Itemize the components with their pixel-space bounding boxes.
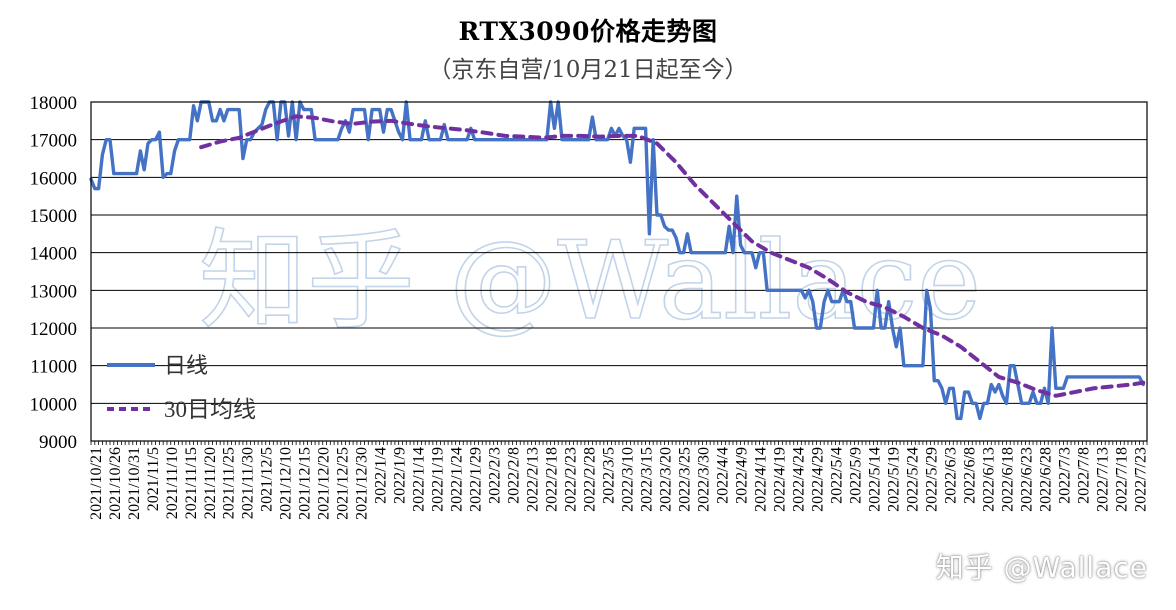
x-tick-label: 2021/12/15 — [297, 447, 314, 520]
y-tick-label: 15000 — [30, 206, 78, 227]
x-tick-label: 2021/11/25 — [221, 447, 238, 519]
y-tick-label: 11000 — [30, 357, 77, 378]
y-tick-label: 14000 — [30, 244, 78, 265]
x-tick-label: 2022/2/13 — [525, 447, 542, 512]
x-tick-label: 2022/1/19 — [430, 447, 447, 512]
x-tick-label: 2021/10/21 — [88, 447, 105, 520]
x-tick-label: 2022/7/13 — [1094, 447, 1111, 512]
x-tick-label: 2021/12/20 — [316, 447, 333, 520]
x-tick-label: 2022/7/18 — [1113, 447, 1130, 512]
x-tick-label: 2022/5/4 — [829, 447, 846, 504]
x-tick-label: 2021/11/10 — [164, 447, 181, 519]
x-tick-label: 2022/7/8 — [1075, 447, 1092, 504]
x-tick-label: 2022/5/24 — [904, 447, 921, 512]
x-tick-label: 2022/3/20 — [658, 447, 675, 512]
x-tick-label: 2022/2/23 — [563, 447, 580, 512]
x-tick-label: 2022/1/9 — [392, 447, 409, 504]
x-tick-label: 2022/6/3 — [942, 447, 959, 504]
legend: 日线 30日均线 — [107, 354, 256, 422]
y-tick-label: 9000 — [39, 432, 77, 453]
x-tick-label: 2022/6/23 — [1018, 447, 1035, 512]
x-tick-label: 2021/11/30 — [240, 447, 257, 519]
series-line-daily — [89, 100, 1145, 421]
x-tick-label: 2022/6/28 — [1037, 447, 1054, 512]
x-tick-label: 2022/5/29 — [923, 447, 940, 512]
x-tick-label: 2022/5/9 — [848, 447, 865, 504]
x-tick-label: 2022/4/4 — [715, 447, 732, 504]
x-tick-label: 2022/3/30 — [696, 447, 713, 512]
x-tick-label: 2021/12/10 — [278, 447, 295, 520]
x-tick-label: 2022/4/24 — [791, 447, 808, 512]
y-tick-label: 17000 — [30, 131, 78, 152]
x-tick-label: 2022/6/13 — [980, 447, 997, 512]
gridlines — [91, 101, 1147, 442]
y-tick-label: 13000 — [30, 281, 78, 302]
x-tick-label: 2022/2/3 — [487, 447, 504, 504]
y-tick-label: 12000 — [30, 319, 78, 340]
x-tick-label: 2022/1/29 — [468, 447, 485, 512]
y-tick-label: 18000 — [30, 93, 78, 114]
x-tick-label: 2021/12/30 — [354, 447, 371, 520]
x-tick-label: 2022/3/10 — [620, 447, 637, 512]
x-axis: 2021/10/21 2021/10/26 2021/10/31 2021/11/5 2… — [88, 441, 1149, 520]
x-tick-label: 2022/5/19 — [885, 447, 902, 512]
x-tick-label: 2021/10/26 — [107, 447, 124, 520]
x-tick-label: 2022/3/25 — [677, 447, 694, 512]
legend-label-daily: 日线 — [164, 354, 208, 379]
y-tick-label: 16000 — [30, 168, 78, 189]
y-axis: 9000 10000 11000 12000 13000 14000 15000 16000 1… — [30, 93, 78, 453]
credit-watermark: 知乎 @Wallace — [935, 551, 1148, 584]
watermark: 知乎 @Wallace — [199, 219, 981, 344]
plot-area — [89, 100, 1146, 421]
x-tick-label: 2022/3/5 — [601, 447, 618, 504]
x-tick-label: 2021/11/5 — [145, 447, 162, 511]
x-tick-label: 2022/6/18 — [999, 447, 1016, 512]
x-tick-label: 2022/7/23 — [1132, 447, 1149, 512]
x-tick-label: 2022/2/18 — [544, 447, 561, 512]
x-tick-label: 2021/10/31 — [126, 447, 143, 520]
legend-label-ma30: 30日均线 — [164, 397, 256, 422]
x-tick-label: 2022/4/19 — [772, 447, 789, 512]
x-tick-label: 2022/4/14 — [753, 447, 770, 512]
x-tick-label: 2021/11/15 — [183, 447, 200, 519]
chart-subtitle: （京东自营/10月21日起至今） — [428, 57, 748, 83]
x-tick-label: 2022/6/8 — [961, 447, 978, 504]
x-tick-label: 2022/4/9 — [734, 447, 751, 504]
x-tick-label: 2021/12/5 — [259, 447, 276, 512]
x-tick-label: 2022/1/14 — [411, 447, 428, 512]
x-tick-label: 2022/5/14 — [867, 447, 884, 512]
plot-frame — [90, 101, 1148, 442]
y-tick-label: 10000 — [30, 394, 78, 415]
x-tick-label: 2022/1/24 — [449, 447, 466, 512]
x-tick-label: 2022/3/15 — [639, 447, 656, 512]
x-tick-label: 2022/7/3 — [1056, 447, 1073, 504]
x-tick-label: 2021/11/20 — [202, 447, 219, 519]
series-line-ma30 — [199, 114, 1146, 398]
x-tick-label: 2022/2/8 — [506, 447, 523, 504]
x-tick-label: 2022/2/28 — [582, 447, 599, 512]
x-tick-label: 2021/12/25 — [335, 447, 352, 520]
chart-title: RTX3090价格走势图 — [458, 17, 718, 46]
x-tick-label: 2022/4/29 — [810, 447, 827, 512]
x-tick-label: 2022/1/4 — [373, 447, 390, 504]
